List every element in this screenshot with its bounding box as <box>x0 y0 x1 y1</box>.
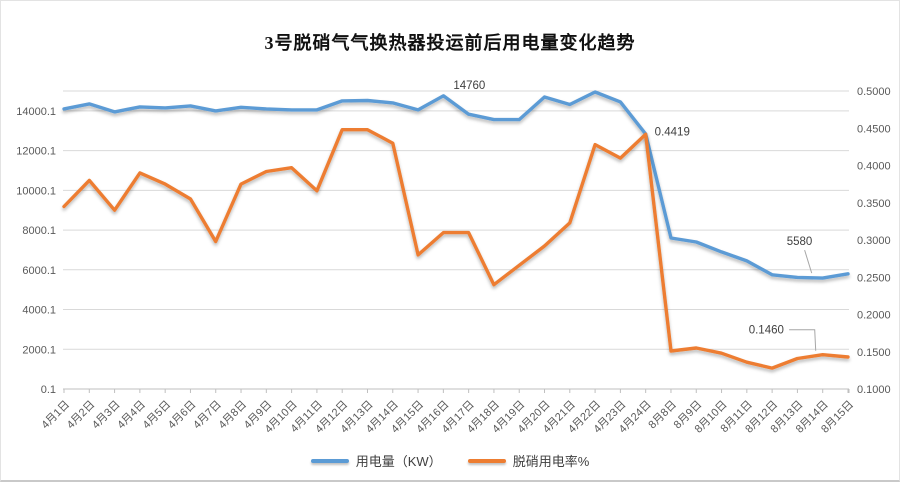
plot-area: 14000.1 12000.1 10000.1 8000.1 6000.1 4000.1 2… <box>16 80 890 436</box>
left-axis-tick-label: 6000.1 <box>22 265 56 277</box>
series-line-denitration-rate <box>62 127 850 370</box>
right-axis-tick-label: 0.4500 <box>857 123 891 135</box>
left-axis-tick-label: 14000.1 <box>16 106 56 118</box>
annotation-data-label: 5580 <box>787 236 813 248</box>
right-axis-tick-label: 0.4000 <box>857 161 891 173</box>
right-axis-tick-label: 0.2000 <box>857 310 891 322</box>
annotation-data-label: 0.1460 <box>749 325 784 337</box>
right-axis-tick-label: 0.5000 <box>857 86 891 98</box>
left-axis-tick-label: 2000.1 <box>22 344 56 356</box>
legend-label-rate: 脱硝用电率% <box>512 454 590 469</box>
left-axis-tick-label: 0.1 <box>41 384 56 396</box>
right-axis-tick-label: 0.3500 <box>857 198 891 210</box>
annotation-data-label: 14760 <box>453 80 485 92</box>
right-axis-tick-label: 0.2500 <box>857 272 891 284</box>
left-axis-tick-label: 4000.1 <box>22 305 56 317</box>
legend-item-power: 用电量（KW） <box>310 451 442 470</box>
chart-title: 3号脱硝气气换热器投运前后用电量变化趋势 <box>264 33 636 53</box>
right-axis-tick-label: 0.1000 <box>857 384 891 396</box>
legend-swatch-rate-line <box>467 458 506 463</box>
left-axis-tick-label: 8000.1 <box>22 225 56 237</box>
legend-label-power: 用电量（KW） <box>355 454 442 469</box>
legend-swatch-power-line <box>310 458 349 463</box>
right-axis-tick-label: 0.3000 <box>857 235 891 247</box>
series-line-power-consumption <box>62 90 850 280</box>
left-axis-tick-label: 10000.1 <box>16 185 56 197</box>
legend: 用电量（KW） 脱硝用电率% <box>1 451 899 470</box>
annotation-leader-line <box>789 329 817 351</box>
annotation-data-label: 0.4419 <box>655 126 690 138</box>
annotation-leader-line <box>804 249 813 274</box>
left-axis-tick-label: 12000.1 <box>16 146 56 158</box>
legend-item-rate: 脱硝用电率% <box>467 451 590 470</box>
right-axis-tick-label: 0.1500 <box>857 347 891 359</box>
